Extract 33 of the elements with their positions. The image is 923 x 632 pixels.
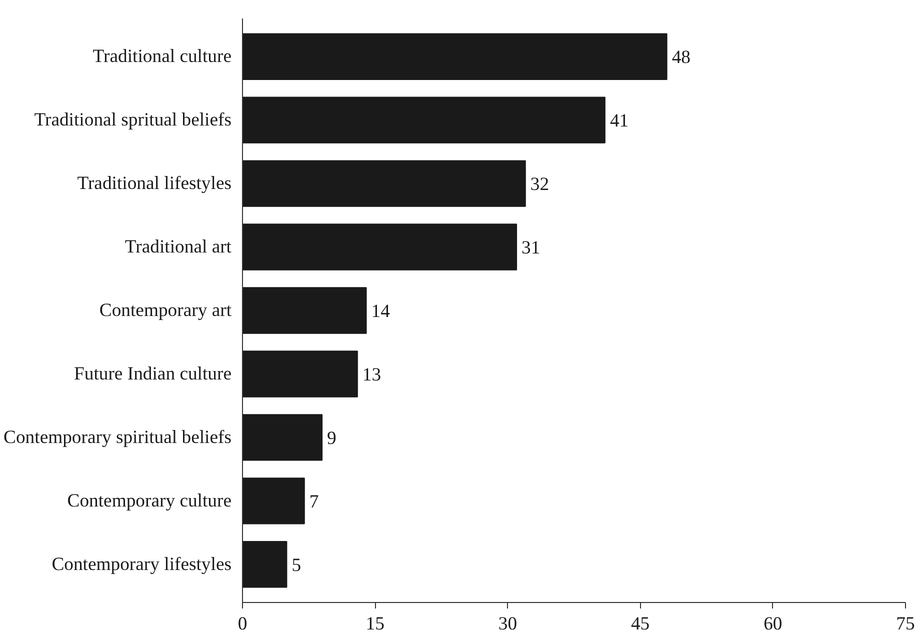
y-tick-label: Contemporary spiritual beliefs	[4, 426, 232, 448]
data-label: 48	[672, 47, 690, 68]
y-tick-label: Contemporary lifestyles	[52, 554, 232, 575]
bar	[242, 33, 668, 80]
bar	[242, 160, 526, 207]
y-tick-label: Contemporary culture	[67, 490, 232, 512]
data-label: 32	[530, 174, 550, 196]
y-tick-label: Traditional spritual beliefs	[34, 110, 232, 131]
x-tick-label: 75	[896, 614, 915, 632]
data-label: 31	[522, 238, 540, 259]
y-tick-label: Traditional culture	[92, 46, 232, 68]
x-tick-label: 45	[630, 614, 650, 632]
bar	[242, 478, 305, 524]
x-tick-label: 60	[764, 614, 782, 632]
y-tick-label: Traditional art	[124, 236, 232, 258]
data-label: 14	[371, 301, 391, 322]
x-tick-label: 15	[366, 614, 384, 632]
bar	[242, 541, 288, 588]
data-label: 13	[362, 364, 382, 386]
bar	[242, 350, 358, 398]
bar	[242, 224, 518, 270]
y-tick-label: Traditional lifestyles	[77, 173, 232, 194]
bar	[242, 96, 606, 144]
bar	[242, 287, 367, 334]
bar	[242, 414, 323, 461]
x-tick-label: 30	[498, 614, 518, 632]
data-label: 7	[309, 491, 319, 512]
y-tick-label: Contemporary art	[99, 300, 232, 321]
y-tick-label: Future Indian culture	[74, 363, 232, 384]
data-label: 9	[327, 428, 336, 449]
data-label: 41	[610, 110, 629, 132]
data-label: 5	[292, 554, 302, 576]
x-tick-label: 0	[238, 614, 248, 632]
